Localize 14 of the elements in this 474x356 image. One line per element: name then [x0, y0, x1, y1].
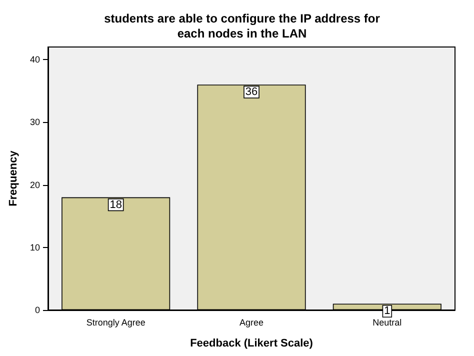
x-tick-label: Strongly Agree [86, 318, 146, 328]
y-axis-title: Frequency [8, 150, 20, 206]
x-tick-label: Agree [239, 318, 264, 328]
y-tick-label: 20 [30, 180, 40, 190]
x-axis-title: Feedback (Likert Scale) [190, 338, 314, 350]
y-tick-label: 40 [30, 54, 40, 65]
y-tick-label: 30 [30, 117, 40, 128]
data-label: 18 [110, 198, 122, 211]
data-label: 1 [384, 305, 390, 318]
data-label: 36 [245, 86, 258, 98]
x-tick-label: Neutral [372, 318, 402, 328]
y-tick-label: 0 [34, 305, 40, 315]
chart-title: students are able to configure the IP address for each nodes in the LAN [104, 12, 380, 40]
y-tick-label: 10 [30, 242, 40, 252]
